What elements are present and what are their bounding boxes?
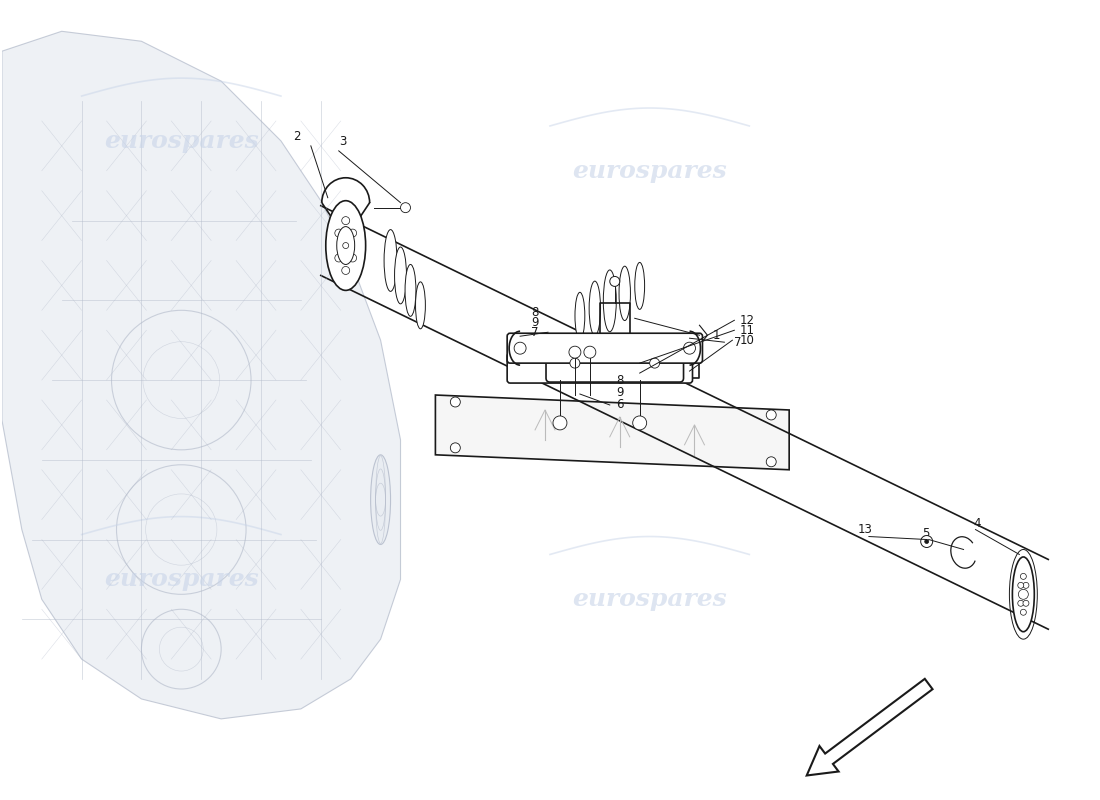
- Text: 12: 12: [740, 314, 755, 326]
- Ellipse shape: [575, 292, 585, 339]
- Text: 9: 9: [531, 316, 539, 329]
- Circle shape: [342, 217, 350, 225]
- FancyBboxPatch shape: [507, 353, 693, 383]
- FancyBboxPatch shape: [546, 344, 683, 382]
- Circle shape: [683, 342, 695, 354]
- Text: 6: 6: [616, 398, 624, 411]
- Circle shape: [450, 443, 460, 453]
- Circle shape: [921, 535, 933, 547]
- Circle shape: [584, 346, 596, 358]
- Circle shape: [349, 254, 356, 262]
- Circle shape: [450, 397, 460, 407]
- Text: eurospares: eurospares: [572, 158, 727, 182]
- Circle shape: [334, 254, 343, 262]
- Text: 11: 11: [740, 324, 755, 337]
- Text: 10: 10: [740, 334, 755, 346]
- Text: 2: 2: [293, 130, 300, 143]
- Ellipse shape: [619, 266, 630, 321]
- Circle shape: [569, 346, 581, 358]
- Circle shape: [1019, 590, 1028, 599]
- Ellipse shape: [337, 226, 354, 265]
- Ellipse shape: [326, 201, 365, 290]
- Circle shape: [570, 358, 580, 368]
- Text: 3: 3: [339, 135, 346, 148]
- Text: eurospares: eurospares: [103, 129, 258, 153]
- Polygon shape: [436, 395, 789, 470]
- Circle shape: [1023, 600, 1028, 606]
- Text: 1: 1: [713, 329, 721, 342]
- Circle shape: [1023, 582, 1028, 588]
- Polygon shape: [2, 31, 400, 719]
- Circle shape: [514, 342, 526, 354]
- Ellipse shape: [395, 247, 407, 304]
- Text: 9: 9: [616, 386, 624, 398]
- FancyArrow shape: [806, 679, 933, 775]
- Circle shape: [650, 358, 660, 368]
- Circle shape: [609, 277, 619, 286]
- Ellipse shape: [405, 265, 416, 316]
- Ellipse shape: [384, 230, 397, 291]
- FancyBboxPatch shape: [507, 334, 703, 363]
- Circle shape: [1018, 582, 1024, 588]
- Circle shape: [1021, 574, 1026, 579]
- Text: 7: 7: [734, 336, 741, 349]
- Ellipse shape: [1012, 557, 1034, 632]
- Circle shape: [342, 266, 350, 274]
- Text: 8: 8: [531, 306, 539, 319]
- Text: 5: 5: [922, 527, 930, 540]
- Circle shape: [553, 416, 566, 430]
- Text: eurospares: eurospares: [572, 587, 727, 611]
- Circle shape: [349, 229, 356, 237]
- Ellipse shape: [416, 282, 426, 329]
- Text: 13: 13: [858, 523, 872, 536]
- Circle shape: [400, 202, 410, 213]
- Circle shape: [1021, 610, 1026, 615]
- Text: eurospares: eurospares: [103, 567, 258, 591]
- Text: 8: 8: [616, 374, 624, 386]
- Ellipse shape: [635, 262, 645, 310]
- Circle shape: [334, 229, 343, 237]
- Ellipse shape: [371, 455, 390, 545]
- Circle shape: [767, 457, 777, 466]
- Circle shape: [767, 410, 777, 420]
- Circle shape: [632, 416, 647, 430]
- Ellipse shape: [590, 281, 601, 335]
- Text: 4: 4: [974, 517, 981, 530]
- Ellipse shape: [603, 270, 616, 332]
- Circle shape: [1018, 600, 1024, 606]
- Text: 7: 7: [531, 326, 539, 338]
- Circle shape: [343, 242, 349, 249]
- Circle shape: [925, 539, 928, 543]
